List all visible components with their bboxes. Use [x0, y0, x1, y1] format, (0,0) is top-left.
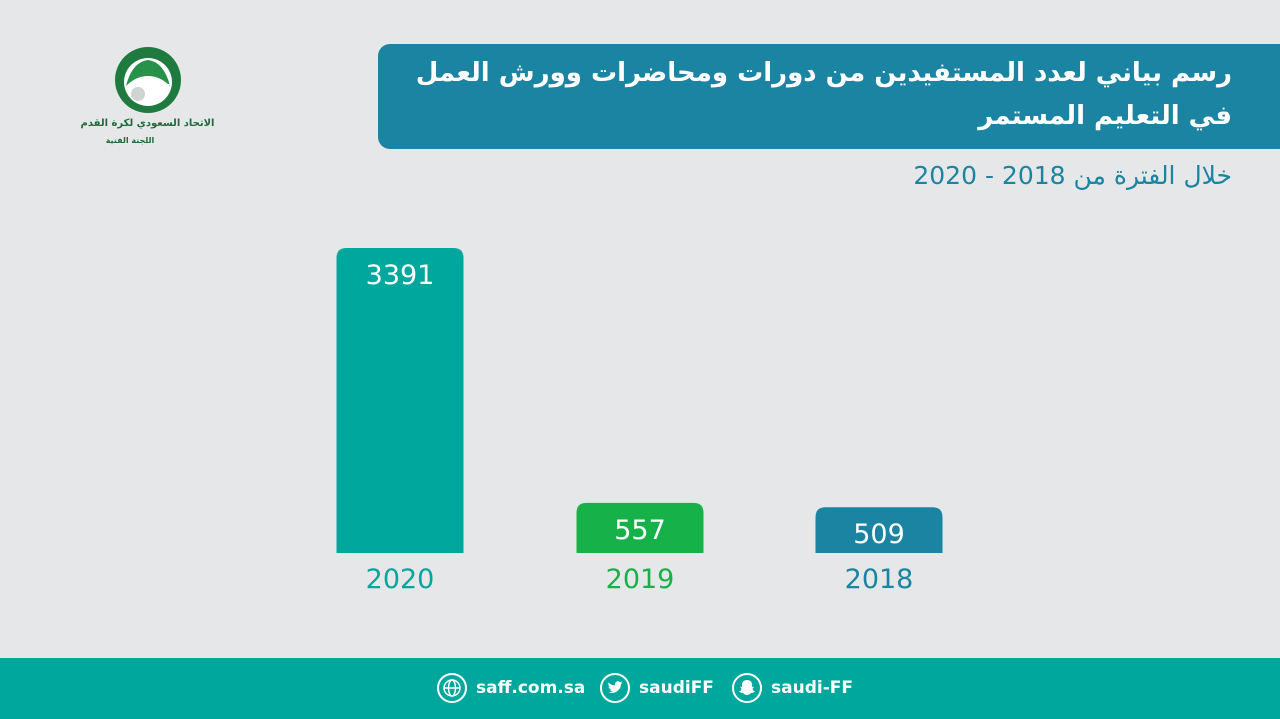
value-label-2018: 509 — [853, 519, 905, 550]
twitter-label: saudiFF — [639, 678, 714, 698]
snapchat-link[interactable]: saudi-FF — [731, 668, 853, 708]
category-label-2020: 2020 — [366, 564, 435, 595]
logo-subtitle: اللجنة الفنية — [105, 136, 155, 145]
category-label-2019: 2019 — [606, 564, 675, 595]
chart-subtitle: خلال الفترة من 2018 - 2020 — [913, 161, 1232, 190]
snapchat-label: saudi-FF — [771, 678, 853, 698]
twitter-icon — [600, 673, 630, 703]
footer-bar: saff.com.sa saudiFF saudi-FF — [0, 658, 1280, 719]
category-label-2018: 2018 — [845, 564, 914, 595]
emblem-text: SAFF — [150, 83, 170, 91]
logo-name: الاتحاد السعودي لكرة القدم — [80, 118, 215, 129]
title-line-2: في التعليم المستمر — [978, 101, 1232, 131]
title-banner: رسم بياني لعدد المستفيدين من دورات ومحاض… — [378, 44, 1280, 149]
website-label: saff.com.sa — [476, 678, 586, 698]
globe-icon — [437, 673, 467, 703]
snapchat-icon — [732, 673, 762, 703]
title-line-1: رسم بياني لعدد المستفيدين من دورات ومحاض… — [415, 58, 1232, 88]
bar-2020 — [336, 248, 464, 553]
twitter-link[interactable]: saudiFF — [599, 668, 714, 708]
bar-2019 — [576, 502, 704, 553]
value-label-2019: 557 — [614, 515, 666, 546]
saff-logo: SAFF الاتحاد السعودي لكرة القدم اللجنة ا… — [40, 42, 255, 157]
website-link[interactable]: saff.com.sa — [436, 668, 585, 708]
bar-2018 — [815, 507, 943, 553]
value-label-2020: 3391 — [366, 260, 435, 291]
saff-emblem-icon: SAFF — [115, 47, 181, 113]
